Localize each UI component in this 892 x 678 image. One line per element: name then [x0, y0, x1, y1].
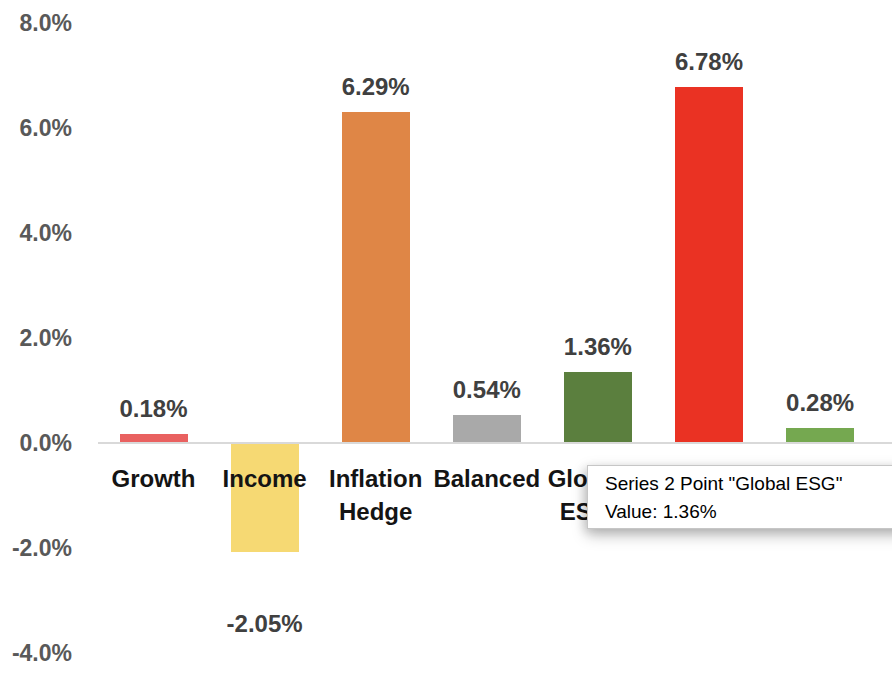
- y-axis-tick-label: 8.0%: [0, 10, 72, 36]
- y-axis-tick-label: -2.0%: [0, 535, 72, 561]
- plot-area: 8.0% 6.0% 4.0% 2.0% 0.0% -2.0% -4.0% 0.18% Growt…: [0, 0, 892, 678]
- bar-6[interactable]: [675, 87, 743, 443]
- data-label: 6.78%: [675, 49, 743, 75]
- data-label: -2.05%: [227, 611, 303, 637]
- category-label-income: Income: [223, 462, 307, 495]
- bar-inflation-hedge[interactable]: [342, 112, 410, 443]
- bar-income[interactable]: [231, 444, 299, 552]
- y-axis-tick-label: 4.0%: [0, 220, 72, 246]
- bar-chart: 8.0% 6.0% 4.0% 2.0% 0.0% -2.0% -4.0% 0.18% Growt…: [0, 0, 892, 678]
- category-label-inflation-hedge: Inflation Hedge: [329, 462, 422, 528]
- category-label-growth: Growth: [112, 462, 196, 495]
- data-label: 1.36%: [564, 334, 632, 360]
- bar-global-esg[interactable]: [564, 372, 632, 443]
- y-axis-tick-label: 6.0%: [0, 115, 72, 141]
- tooltip-value-text: Value: 1.36%: [605, 498, 892, 526]
- tooltip-series-text: Series 2 Point "Global ESG": [605, 470, 892, 498]
- data-label: 6.29%: [342, 74, 410, 100]
- data-label: 0.28%: [786, 390, 854, 416]
- bar-7[interactable]: [786, 428, 854, 443]
- category-label-balanced: Balanced: [433, 462, 540, 495]
- y-axis-tick-label: -4.0%: [0, 640, 72, 666]
- data-label: 0.18%: [119, 396, 187, 422]
- bar-balanced[interactable]: [453, 415, 521, 443]
- y-axis-tick-label: 0.0%: [0, 430, 72, 456]
- chart-tooltip: Series 2 Point "Global ESG" Value: 1.36%: [587, 465, 892, 529]
- data-label: 0.54%: [453, 377, 521, 403]
- x-axis-line: [98, 442, 892, 444]
- y-axis-tick-label: 2.0%: [0, 325, 72, 351]
